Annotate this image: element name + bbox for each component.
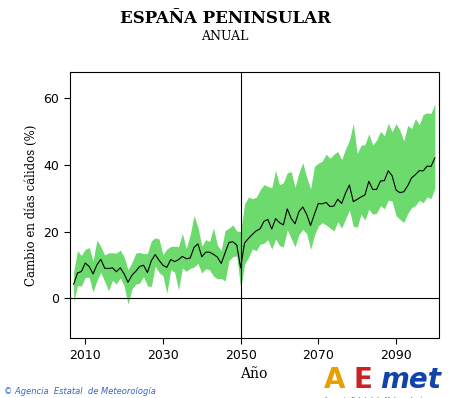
Y-axis label: Cambio en días cálidos (%): Cambio en días cálidos (%) — [25, 124, 38, 286]
Text: A: A — [324, 366, 346, 394]
Text: © Agencia  Estatal  de Meteorología: © Agencia Estatal de Meteorología — [4, 387, 157, 396]
Text: ANUAL: ANUAL — [201, 30, 249, 43]
X-axis label: Año: Año — [241, 367, 268, 381]
Text: ESPAÑA PENINSULAR: ESPAÑA PENINSULAR — [120, 10, 330, 27]
Text: met: met — [380, 366, 441, 394]
Text: Agencia Estatal de Meteorología: Agencia Estatal de Meteorología — [324, 396, 426, 398]
Text: E: E — [353, 366, 372, 394]
